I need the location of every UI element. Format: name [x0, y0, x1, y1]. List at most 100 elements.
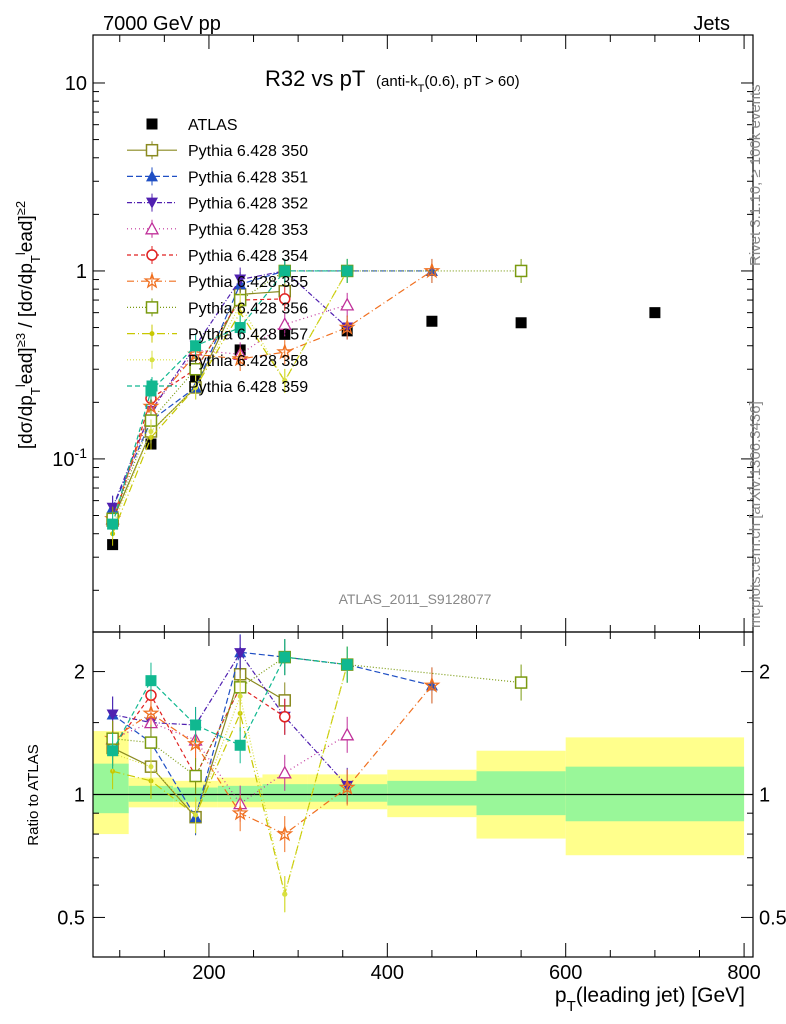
label-part: / [dσ/dp [16, 263, 37, 333]
main-ytick-label: 1 [76, 261, 87, 283]
legend-entry-8: Pythia 6.428 357 [127, 324, 308, 344]
legend-entry-9: Pythia 6.428 358 [127, 350, 308, 370]
main-line-9 [112, 270, 348, 527]
label-part: 200 [192, 962, 225, 984]
green-band-6 [387, 780, 477, 806]
label-part: ≥3 [13, 333, 28, 347]
ratio-ytick-label: 0.5 [57, 907, 85, 929]
legend-label: Pythia 6.428 359 [188, 379, 308, 396]
watermark: ATLAS_2011_S9128077 [339, 591, 492, 607]
label-part: 400 [371, 962, 404, 984]
legend-marker [144, 221, 160, 235]
legend-label: Pythia 6.428 353 [188, 222, 308, 239]
main-point [514, 264, 528, 278]
legend-label: Pythia 6.428 358 [188, 353, 308, 370]
label-part: 2 [759, 662, 770, 684]
ratio-line-7 [112, 664, 348, 897]
main-point [234, 322, 246, 334]
title-main: R32 vs pT [265, 66, 365, 91]
ratio-line-3 [112, 721, 348, 805]
legend-label: Pythia 6.428 350 [188, 143, 308, 160]
ratio-point [282, 891, 288, 897]
ratio-point [276, 825, 294, 842]
main-point [190, 340, 202, 352]
main-line-4 [112, 304, 348, 520]
header-left: 7000 GeV pp [103, 13, 221, 35]
label-part: ≥2 [13, 201, 28, 215]
legend-entry-4: Pythia 6.428 353 [127, 219, 308, 239]
label-part: 2 [74, 662, 85, 684]
label-part: 600 [549, 962, 582, 984]
ratio-ytick-label: 1 [74, 785, 85, 807]
label-part: 10 [65, 73, 87, 95]
label-part: (anti-k [376, 73, 418, 90]
main-point [237, 302, 243, 308]
main-point [279, 293, 291, 305]
label-part: ead] [16, 215, 37, 252]
legend-entry-1: Pythia 6.428 350 [127, 141, 308, 160]
label-part: T [28, 255, 43, 263]
main-point [189, 362, 202, 376]
label-part: [dσ/dp [16, 395, 37, 449]
ratio-point [338, 778, 356, 795]
legend-label: Pythia 6.428 354 [188, 248, 308, 265]
ratio-point [145, 675, 157, 687]
ratio-point [106, 709, 119, 721]
ratio-series-5 [104, 667, 441, 853]
legend-entry-0: ATLAS [146, 117, 238, 134]
rivet-label: Rivet 3.1.10, ≥ 100k events [747, 84, 764, 266]
ratio-ylabel: Ratio to ATLAS [25, 744, 42, 845]
green-band-4 [262, 784, 308, 802]
ratio-ytick-label: 2 [74, 662, 85, 684]
legend-marker [145, 143, 159, 157]
legend-label: ATLAS [188, 117, 238, 134]
legend-entry-2: Pythia 6.428 351 [127, 167, 308, 186]
xtick-label: 800 [727, 962, 760, 984]
ratio-point [190, 719, 202, 731]
label-part: p [555, 984, 567, 1007]
main-point [231, 350, 249, 367]
label-part: -1 [75, 445, 88, 461]
label-part: 1 [76, 261, 87, 283]
ratio-point [144, 736, 158, 749]
main-line-8 [112, 270, 348, 534]
ratio-line-5 [112, 685, 433, 835]
label-part: 0.5 [57, 907, 85, 929]
main-point [515, 317, 527, 329]
main-point [107, 518, 119, 530]
ratio-series-layer [93, 634, 753, 913]
ratio-series-9 [107, 639, 353, 769]
legend-entry-7: Pythia 6.428 356 [127, 298, 308, 317]
legend-entry-3: Pythia 6.428 352 [127, 193, 308, 213]
ratio-ytick-label-right: 0.5 [759, 907, 786, 929]
legend-marker [146, 380, 158, 392]
label-part: (0.6), pT > 60) [424, 73, 519, 90]
legend-entry-10: Pythia 6.428 359 [127, 377, 308, 396]
xtick-label: 200 [192, 962, 225, 984]
legend-marker [146, 170, 158, 182]
legend-label: Pythia 6.428 357 [188, 327, 308, 344]
legend-label: Pythia 6.428 356 [188, 300, 308, 317]
main-point [282, 378, 288, 384]
ratio-line-2 [112, 651, 348, 787]
ratio-point [187, 734, 205, 752]
ratio-point [279, 651, 291, 663]
main-series-5 [106, 286, 291, 537]
label-part: l [13, 384, 28, 387]
main-point [423, 261, 441, 279]
label-part: Ratio to ATLAS [25, 744, 42, 845]
ratio-point [237, 693, 243, 699]
legend-marker [149, 357, 155, 363]
ratio-point [148, 764, 154, 770]
label-part: 800 [727, 962, 760, 984]
xtick-label: 600 [549, 962, 582, 984]
legend-label: Pythia 6.428 352 [188, 196, 308, 213]
main-point [193, 384, 199, 390]
label-part: 0.5 [759, 907, 786, 929]
legend-entry-5: Pythia 6.428 354 [127, 246, 308, 265]
label-part: ead] [16, 347, 37, 384]
main-point [340, 297, 355, 311]
ratio-ytick-label-right: 1 [759, 785, 770, 807]
main-point [277, 316, 292, 330]
